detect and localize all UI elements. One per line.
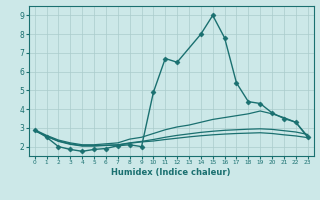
X-axis label: Humidex (Indice chaleur): Humidex (Indice chaleur) [111, 168, 231, 177]
